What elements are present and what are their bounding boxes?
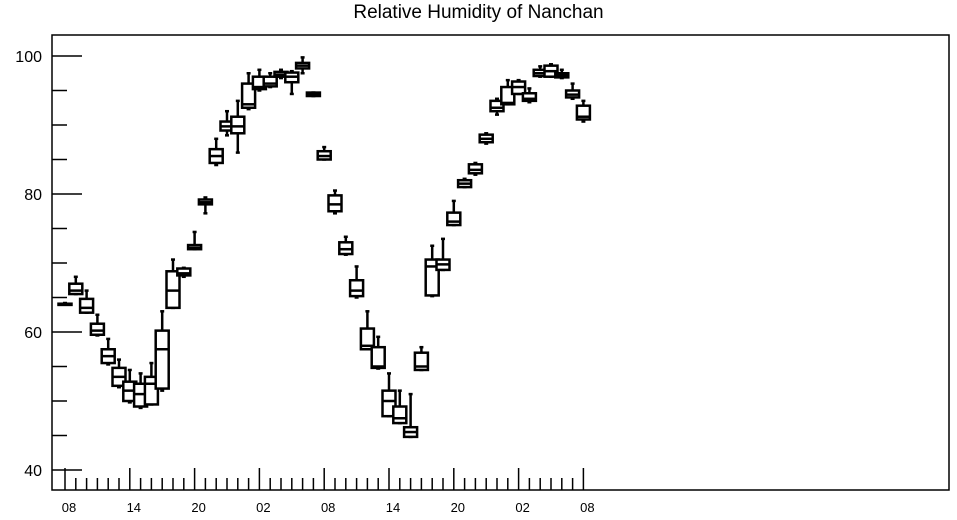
iqr-box xyxy=(262,75,278,88)
box-item xyxy=(435,237,451,272)
x-tick-label: 02 xyxy=(515,500,529,515)
box-item xyxy=(575,99,592,123)
box-item xyxy=(219,109,235,137)
box-item xyxy=(78,289,95,314)
box-item xyxy=(446,199,462,227)
iqr-box xyxy=(446,211,462,227)
box-item xyxy=(478,132,494,145)
x-tick-label: 20 xyxy=(451,500,465,515)
y-tick-label: 60 xyxy=(24,325,42,342)
box-item xyxy=(554,68,570,80)
box-item xyxy=(111,358,127,389)
x-tick-label: 08 xyxy=(321,500,335,515)
box-item xyxy=(154,310,170,392)
iqr-box xyxy=(348,279,365,298)
iqr-box xyxy=(89,322,106,337)
box-item xyxy=(338,235,354,256)
x-tick-label: 08 xyxy=(580,500,594,515)
y-tick-label: 40 xyxy=(24,463,42,480)
iqr-box xyxy=(392,405,408,425)
box-item xyxy=(208,137,224,167)
iqr-box xyxy=(489,99,505,113)
box-item xyxy=(57,301,73,307)
iqr-box xyxy=(230,115,246,135)
y-tick-label: 100 xyxy=(15,49,42,66)
box-item xyxy=(510,78,527,96)
box-item xyxy=(273,68,289,80)
iqr-box xyxy=(78,297,95,314)
box-item xyxy=(467,161,484,176)
x-tick-label: 14 xyxy=(386,500,400,515)
box-item xyxy=(316,145,332,161)
boxes-layer xyxy=(57,56,592,439)
box-item xyxy=(327,189,343,215)
x-tick-label: 02 xyxy=(256,500,270,515)
box-item xyxy=(359,310,376,351)
box-item xyxy=(521,87,538,104)
box-item xyxy=(186,230,203,251)
box-item xyxy=(564,82,581,101)
box-item xyxy=(413,345,430,372)
iqr-box xyxy=(521,92,538,103)
box-item xyxy=(370,335,386,370)
box-item xyxy=(402,392,419,439)
box-item xyxy=(100,337,116,366)
iqr-box xyxy=(154,329,170,390)
box-item xyxy=(294,56,311,75)
x-tick-label: 14 xyxy=(127,500,141,515)
chart-title: Relative Humidity of Nanchan xyxy=(353,2,604,23)
box-item xyxy=(262,72,278,89)
box-item xyxy=(284,69,300,96)
box-item xyxy=(197,196,214,215)
box-item xyxy=(348,265,365,299)
box-item xyxy=(89,313,106,337)
box-item xyxy=(489,97,505,116)
box-item xyxy=(305,91,322,98)
x-tick-label: 20 xyxy=(191,500,205,515)
box-item xyxy=(176,266,192,279)
x-tick-label: 08 xyxy=(62,500,76,515)
x-axis: 08 14 20 02 08 14 20 02 08 xyxy=(62,468,595,515)
y-axis: 40 60 80 100 xyxy=(15,49,82,480)
box-item xyxy=(543,63,559,78)
iqr-box xyxy=(370,345,386,370)
box-item xyxy=(392,389,408,425)
box-item xyxy=(500,78,516,106)
y-tick-label: 80 xyxy=(24,187,42,204)
iqr-box xyxy=(359,327,376,351)
box-item xyxy=(456,177,473,189)
iqr-box xyxy=(176,267,192,277)
iqr-box xyxy=(68,282,84,296)
box-item xyxy=(230,99,246,154)
box-item xyxy=(68,275,84,296)
box-item xyxy=(165,258,181,310)
